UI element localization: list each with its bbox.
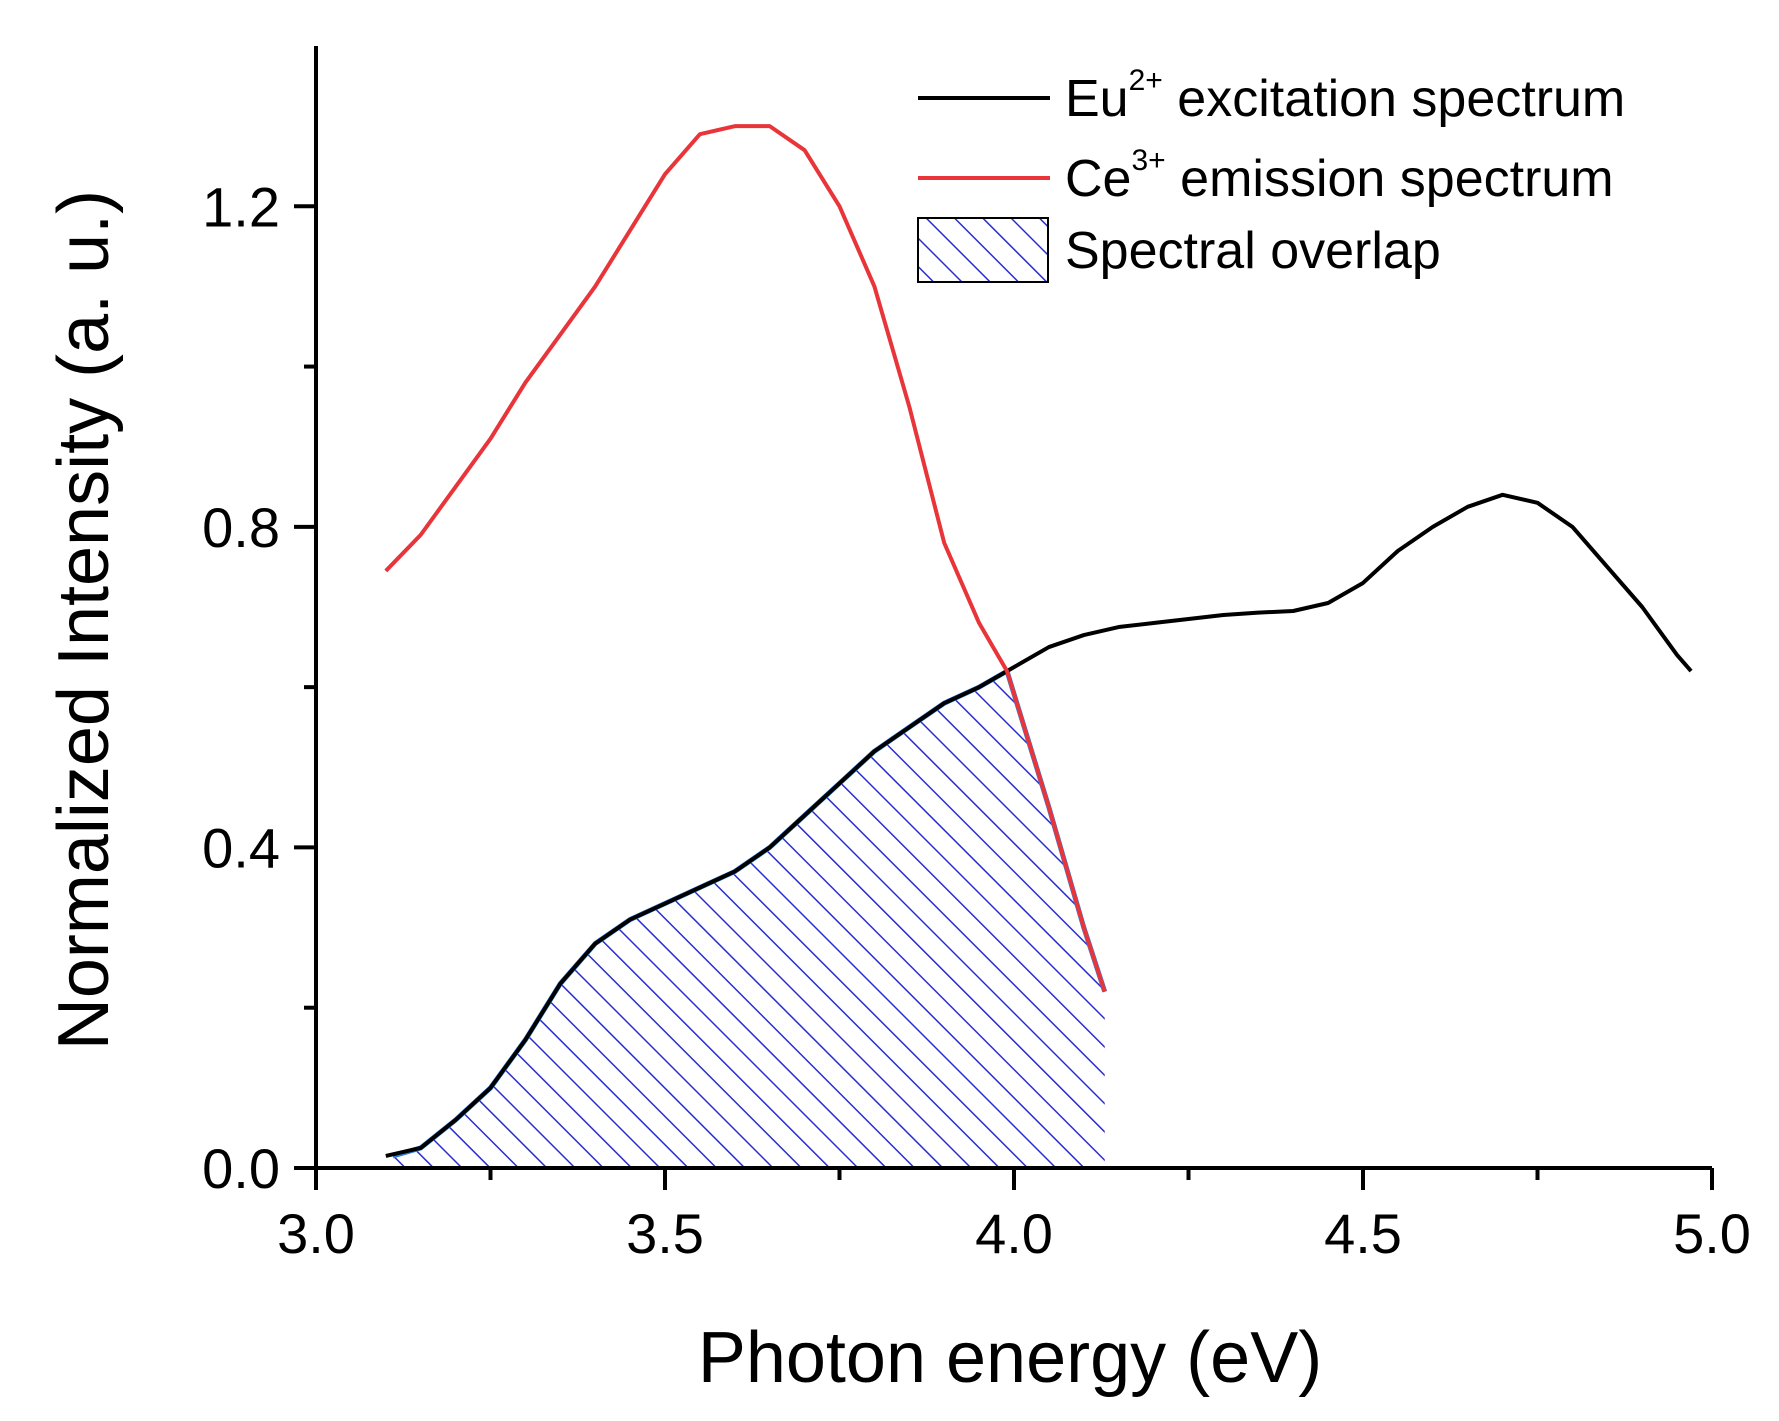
y-ticks: 0.0 0.4 0.8 1.2: [202, 175, 316, 1200]
x-axis-title: Photon energy (eV): [698, 1318, 1322, 1398]
x-tick-label: 3.5: [626, 1202, 704, 1265]
y-tick-label: 0.0: [202, 1137, 280, 1200]
x-tick-label: 3.0: [277, 1202, 355, 1265]
series-line-emission: [384, 124, 1107, 993]
legend-label-overlap: Spectral overlap: [1065, 222, 1441, 280]
plot-area: [384, 124, 1693, 1168]
y-axis-title: Normalized Intensity (a. u.): [44, 190, 124, 1050]
series-line-excitation: [385, 492, 1693, 1158]
y-tick-label: 0.8: [202, 496, 280, 559]
legend-label-excitation: Eu2+ excitation spectrum: [1065, 64, 1625, 128]
y-tick-label: 1.2: [202, 175, 280, 238]
x-ticks: 3.0 3.5 4.0 4.5 5.0: [277, 1168, 1751, 1265]
legend: Eu2+ excitation spectrum Ce3+ emission s…: [917, 64, 1625, 283]
y-tick-label: 0.4: [202, 816, 280, 879]
overlap-area: [392, 671, 1105, 1168]
x-tick-label: 4.0: [975, 1202, 1053, 1265]
x-tick-label: 4.5: [1324, 1202, 1402, 1265]
legend-swatch-overlap: [917, 217, 1049, 283]
x-tick-label: 5.0: [1673, 1202, 1751, 1265]
legend-label-emission: Ce3+ emission spectrum: [1065, 144, 1614, 208]
